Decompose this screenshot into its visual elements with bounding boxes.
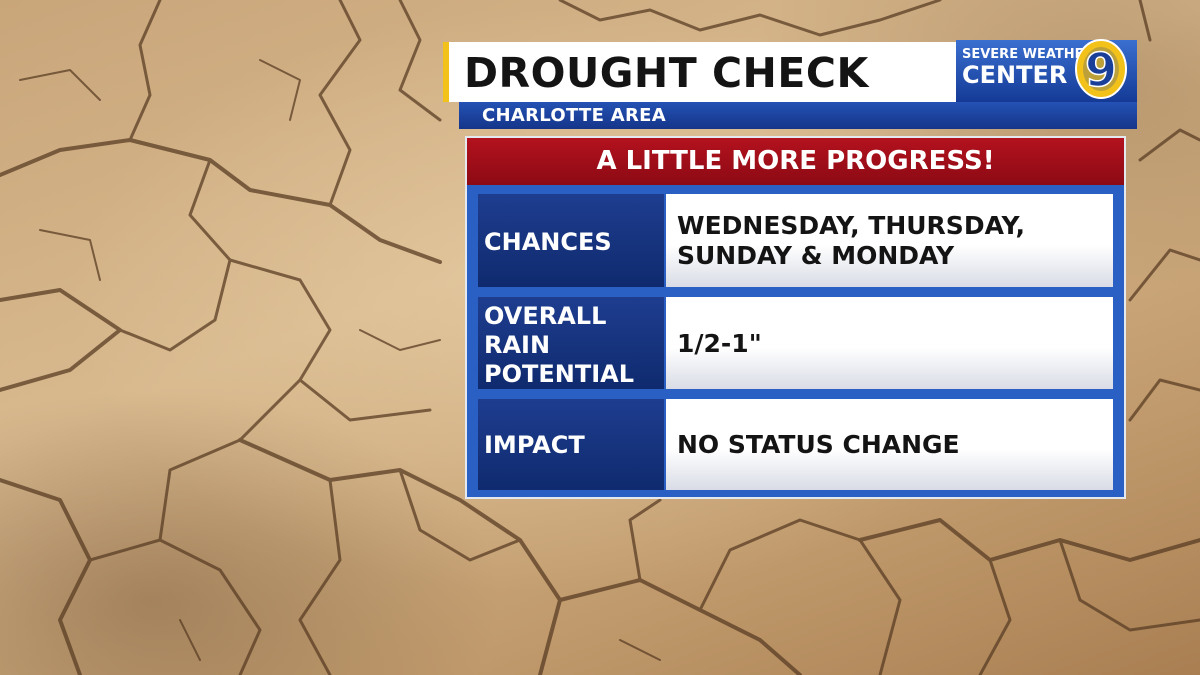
headline: A LITTLE MORE PROGRESS! [596,146,995,176]
page-title: DROUGHT CHECK [464,49,869,97]
headline-bar [467,138,1124,185]
chances-label: CHANCES [484,228,612,256]
impact-label: IMPACT [484,431,585,459]
rain-potential-label-line-3: POTENTIAL [484,360,635,388]
logo-line-2: CENTER [962,61,1068,89]
rain-potential-label-cell [478,297,664,389]
chances-value-cell [666,194,1113,287]
logo-wordmark: SEVERE WEATHER CENTER [962,48,1094,87]
chances-label-cell [478,194,664,287]
impact-value: NO STATUS CHANGE [677,430,960,459]
rain-potential-label-line-1: OVERALL [484,302,607,330]
location-subtitle: CHARLOTTE AREA [482,105,666,126]
logo-number: 9 [1085,43,1117,97]
rain-potential-label-line-2: RAIN [484,331,551,359]
impact-value-cell [666,399,1113,490]
logo-line-1: SEVERE WEATHER [962,47,1094,62]
subtitle-bar [459,102,1137,129]
impact-label-cell [478,399,664,490]
channel-9-logo-icon: 9 [1075,39,1127,99]
title-panel [443,42,956,102]
rain-potential-value-cell [666,297,1113,389]
chances-value-line-2: SUNDAY & MONDAY [677,241,955,270]
title-accent-stripe [443,42,449,102]
rain-potential-value: 1/2-1" [677,329,762,358]
chances-value-line-1: WEDNESDAY, THURSDAY, [677,211,1025,240]
